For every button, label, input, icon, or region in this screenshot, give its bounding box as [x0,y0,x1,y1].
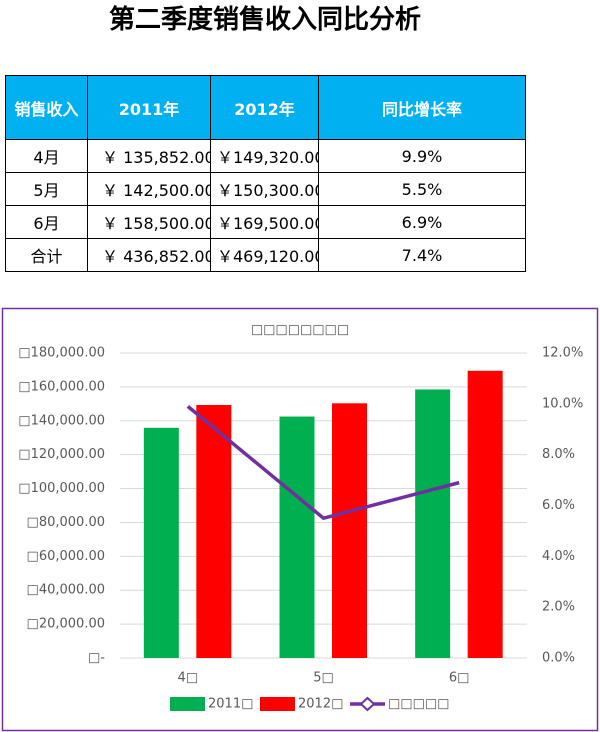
table-cell: 6.9% [318,205,526,239]
bar [332,403,367,658]
y-tick-label: □120,000.00 [18,447,105,462]
chart-title: □□□□□□□□ [251,323,349,338]
y-tick-label: □60,000.00 [27,549,105,564]
table-body: 4月 ￥ 135,852.00 ￥149,320.00 9.9% 5月 ￥ 142,500… [5,139,526,272]
table-header: 销售收入 2011年 2012年 同比增长率 [5,75,526,140]
legend-swatch [260,697,295,711]
y-tick-label: □100,000.00 [18,481,105,496]
table-row: 6月 ￥ 158,500.00 ￥169,500.00 6.9% [5,205,526,239]
y-tick-label: □80,000.00 [27,515,105,530]
legend-marker [359,696,376,712]
y-tick-label: □160,000.00 [18,379,105,394]
bar [143,427,179,658]
table-cell: ￥149,320.00 [210,139,319,173]
bar [467,370,503,658]
x-tick-label: 4□ [178,671,199,686]
legend-label: □□□□□ [388,697,449,712]
header-cell: 销售收入 [5,75,88,140]
y2-tick-label: 2.0% [542,600,575,615]
bar [196,404,232,658]
y2-tick-label: 10.0% [542,396,583,411]
bar [279,416,315,658]
table-cell: ￥169,500.00 [210,205,319,239]
table-row: 合计 ￥ 436,852.00 ￥469,120.00 7.4% [5,238,526,272]
bar [415,389,451,658]
header-cell: 2011年 [87,75,211,140]
table-cell: ￥150,300.00 [210,172,319,206]
header-cell: 同比增长率 [318,75,526,140]
y2-tick-label: 8.0% [542,447,575,462]
table-cell: ￥ 158,500.00 [87,205,211,239]
data-table: 销售收入 2011年 2012年 同比增长率 4月 ￥ 135,852.00 ￥149,3… [5,75,526,272]
x-tick-label: 5□ [313,671,334,686]
chart-border [1,307,599,732]
y2-tick-label: 0.0% [542,651,575,666]
y-tick-label: □40,000.00 [27,583,105,598]
table-cell: 5月 [5,172,88,206]
table-cell: 7.4% [318,238,526,272]
page-title: 第二季度销售收入同比分析 [108,5,421,35]
x-tick-label: 6□ [449,671,470,686]
y-tick-label: □140,000.00 [18,413,105,428]
table-cell: 4月 [5,139,88,173]
table-row: 5月 ￥ 142,500.00 ￥150,300.00 5.5% [5,172,526,206]
y2-tick-label: 4.0% [542,549,575,564]
legend-label: 2011□ [208,697,253,712]
table-cell: 合计 [5,238,88,272]
y2-tick-label: 12.0% [542,346,583,361]
y-tick-label: □- [88,651,105,666]
legend-label: 2012□ [298,697,343,712]
table-row: 4月 ￥ 135,852.00 ￥149,320.00 9.9% [5,139,526,173]
y-tick-label: □20,000.00 [27,617,105,632]
table-cell: 9.9% [318,139,526,173]
table-cell: ￥ 142,500.00 [87,172,211,206]
y-tick-label: □180,000.00 [18,346,105,361]
line-series [186,405,460,521]
y2-tick-label: 6.0% [542,498,575,513]
legend-swatch [170,697,205,711]
table-cell: ￥ 436,852.00 [87,238,211,272]
